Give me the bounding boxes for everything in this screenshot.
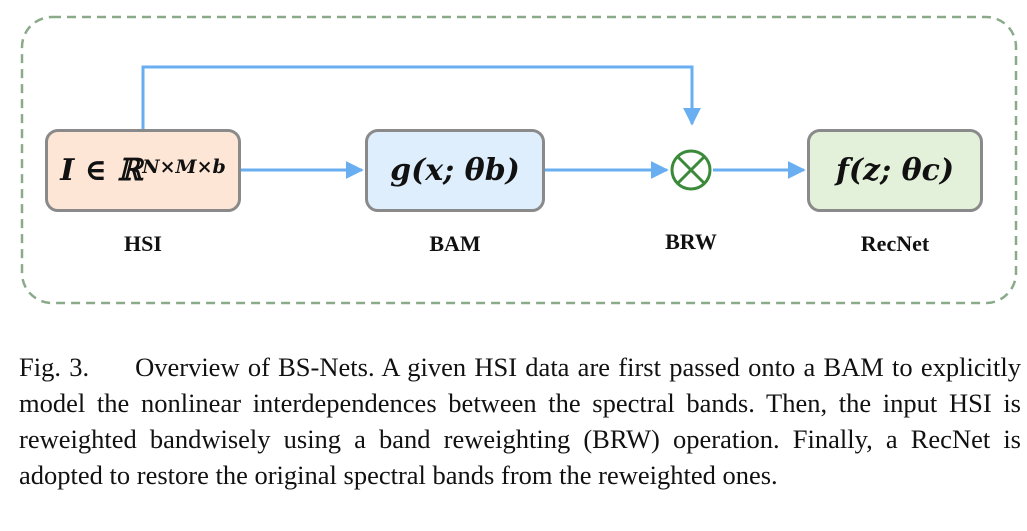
recnet-formula: 𝒇(𝒛; 𝜽𝒄) [835, 153, 955, 188]
hsi-label: HSI [124, 231, 162, 256]
diagram-canvas [20, 15, 1018, 305]
brw-label: BRW [665, 229, 717, 254]
hsi-node: 𝑰 ∈ ℝ 𝑵×𝑴×𝒃 [45, 129, 241, 212]
bam-label: BAM [429, 231, 481, 256]
hsi-formula: 𝑰 ∈ ℝ [60, 153, 143, 188]
brw-operator-icon [670, 149, 712, 191]
bam-formula: 𝒈(𝒙; 𝜽𝒃) [390, 153, 520, 188]
dashed-frame [20, 15, 1018, 305]
figure-number: Fig. 3. [19, 352, 90, 382]
hsi-formula-superscript: 𝑵×𝑴×𝒃 [142, 155, 226, 178]
caption-text: Overview of BS-Nets. A given HSI data ar… [19, 352, 1021, 490]
bam-node: 𝒈(𝒙; 𝜽𝒃) [365, 129, 545, 212]
figure-caption: Fig. 3. Overview of BS-Nets. A given HSI … [19, 349, 1021, 493]
recnet-node: 𝒇(𝒛; 𝜽𝒄) [807, 129, 983, 212]
recnet-label: RecNet [860, 231, 930, 256]
skip-connection-arrow [141, 65, 701, 129]
